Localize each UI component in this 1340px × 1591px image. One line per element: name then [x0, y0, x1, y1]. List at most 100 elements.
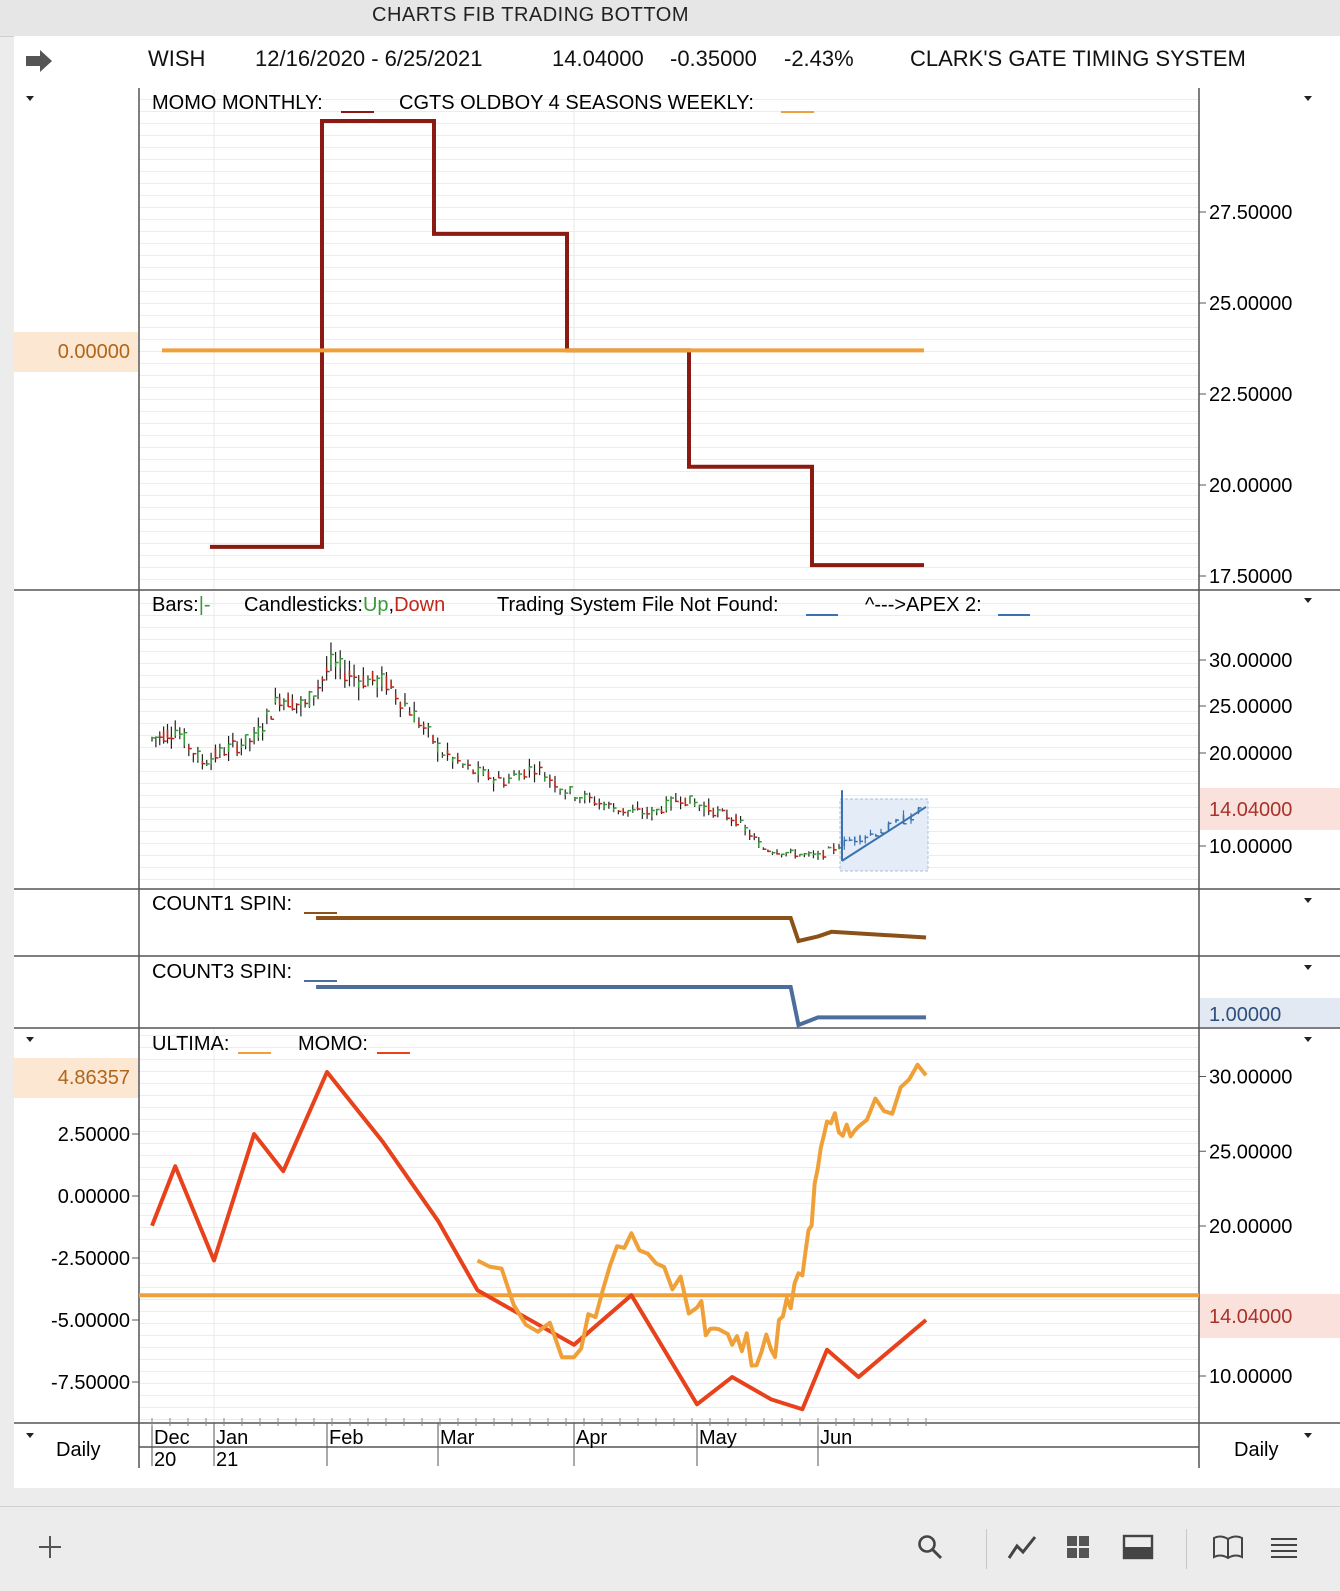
- candle-body: [487, 771, 490, 779]
- down-label: Down: [394, 594, 445, 616]
- candle-body: [427, 726, 430, 728]
- candle-body: [257, 726, 260, 739]
- candle-body: [408, 711, 411, 716]
- candle-body: [201, 760, 204, 764]
- right-tick-label: 27.50000: [1209, 202, 1292, 224]
- time-axis: Dec Jan Feb Mar Apr May Jun 20 21: [151, 1418, 927, 1471]
- comma-label: ,: [389, 594, 395, 616]
- candle-body: [554, 781, 556, 787]
- periodicity-caret-icon[interactable]: [26, 1433, 34, 1438]
- candle-body: [832, 846, 835, 850]
- candle-body: [223, 754, 226, 756]
- left-tick-label: 0.00000: [58, 1186, 130, 1208]
- momo-right-marker: [1200, 1294, 1340, 1338]
- candle-body: [693, 802, 696, 807]
- candle-body: [339, 658, 342, 669]
- count3-spin-line: [316, 985, 926, 1028]
- ultima-label: ULTIMA:: [152, 1033, 229, 1055]
- candle-body: [404, 703, 406, 706]
- panel-menu-caret-icon[interactable]: [1304, 1037, 1312, 1042]
- candle-body: [492, 779, 495, 784]
- book-icon[interactable]: [1210, 1529, 1246, 1565]
- panel-menu-caret-icon[interactable]: [1304, 96, 1312, 101]
- candle-body: [902, 815, 905, 824]
- candle-body: [357, 681, 360, 688]
- grid-icon[interactable]: [1060, 1529, 1096, 1565]
- candle-body: [646, 809, 648, 814]
- candle-body: [436, 743, 439, 753]
- candle-body: [155, 737, 157, 739]
- panel-icon[interactable]: [1120, 1529, 1156, 1565]
- candle-body: [641, 813, 644, 815]
- panel-menu-caret-icon[interactable]: [1304, 598, 1312, 603]
- candle-body: [266, 711, 268, 715]
- right-tick-label: 10.00000: [1209, 1366, 1292, 1388]
- candle-body: [559, 789, 561, 793]
- ultima-line: [476, 1062, 928, 1368]
- trading-system-label: Trading System File Not Found:: [497, 594, 779, 616]
- month-label: Jun: [820, 1427, 852, 1449]
- left-tick-label: -7.50000: [51, 1372, 130, 1394]
- left-periodicity[interactable]: Daily: [56, 1439, 100, 1461]
- candle-body: [334, 662, 337, 667]
- collapse-caret-icon[interactable]: [26, 96, 34, 101]
- candle-body: [188, 745, 190, 749]
- apex-trend-line: [841, 806, 927, 862]
- apex-label: ^--->APEX 2:: [865, 594, 982, 616]
- candle-body: [348, 670, 351, 677]
- month-label: Jan: [216, 1427, 248, 1449]
- count1-label: COUNT1 SPIN:: [152, 893, 292, 915]
- candle-body: [917, 807, 920, 813]
- right-tick-label: 25.00000: [1209, 696, 1292, 718]
- candle-body: [240, 745, 243, 749]
- candle-body: [838, 847, 840, 849]
- candle-body: [197, 751, 199, 761]
- candle-body: [236, 744, 238, 753]
- candle-body: [467, 764, 469, 766]
- panel-menu-caret-icon[interactable]: [1304, 898, 1312, 903]
- candle-body: [543, 777, 546, 782]
- candle-body: [895, 820, 897, 823]
- right-periodicity[interactable]: Daily: [1234, 1439, 1278, 1461]
- candle-body: [183, 732, 186, 746]
- candle-body: [675, 798, 677, 802]
- candle-body: [330, 654, 332, 666]
- candle-body: [771, 852, 774, 854]
- panel-count3-spin: COUNT3 SPIN: 1.00000: [14, 956, 1340, 1029]
- candle-body: [376, 678, 379, 688]
- candle-body: [300, 700, 302, 706]
- list-icon[interactable]: [1266, 1529, 1302, 1565]
- candle-body: [739, 820, 742, 822]
- candle-body: [762, 849, 765, 851]
- right-tick-label: 25.00000: [1209, 1141, 1292, 1163]
- candle-body: [371, 671, 374, 681]
- left-tick-label: 2.50000: [58, 1124, 130, 1146]
- candle-body: [253, 732, 255, 740]
- candle-body: [227, 744, 230, 752]
- arrow-right-icon[interactable]: [24, 48, 54, 74]
- candle-body: [325, 668, 328, 672]
- up-label: Up: [363, 594, 389, 616]
- candle-body: [205, 763, 208, 766]
- count3-marker: [1200, 998, 1340, 1027]
- price-marker-text: 14.04000: [1209, 799, 1292, 821]
- plus-icon[interactable]: [32, 1529, 68, 1565]
- periodicity-caret-icon[interactable]: [1304, 1433, 1312, 1438]
- panel-menu-caret-icon[interactable]: [1304, 965, 1312, 970]
- candle-body: [538, 766, 541, 768]
- candle-body: [214, 748, 217, 758]
- candle-body: [456, 755, 459, 761]
- candle-body: [274, 697, 277, 704]
- candle-body: [579, 797, 581, 801]
- candle-body: [308, 691, 311, 708]
- candle-body: [362, 675, 365, 687]
- quote-header: WISH 12/16/2020 - 6/25/2021 14.04000 -0.…: [14, 36, 1340, 90]
- right-tick-label: 25.00000: [1209, 293, 1292, 315]
- search-icon[interactable]: [912, 1529, 948, 1565]
- candle-body: [174, 730, 177, 736]
- system-name: CLARK'S GATE TIMING SYSTEM: [910, 46, 1246, 71]
- candle-body: [569, 786, 571, 792]
- candle-body: [822, 850, 825, 857]
- collapse-caret-icon[interactable]: [26, 1037, 34, 1042]
- line-chart-icon[interactable]: [1004, 1529, 1040, 1565]
